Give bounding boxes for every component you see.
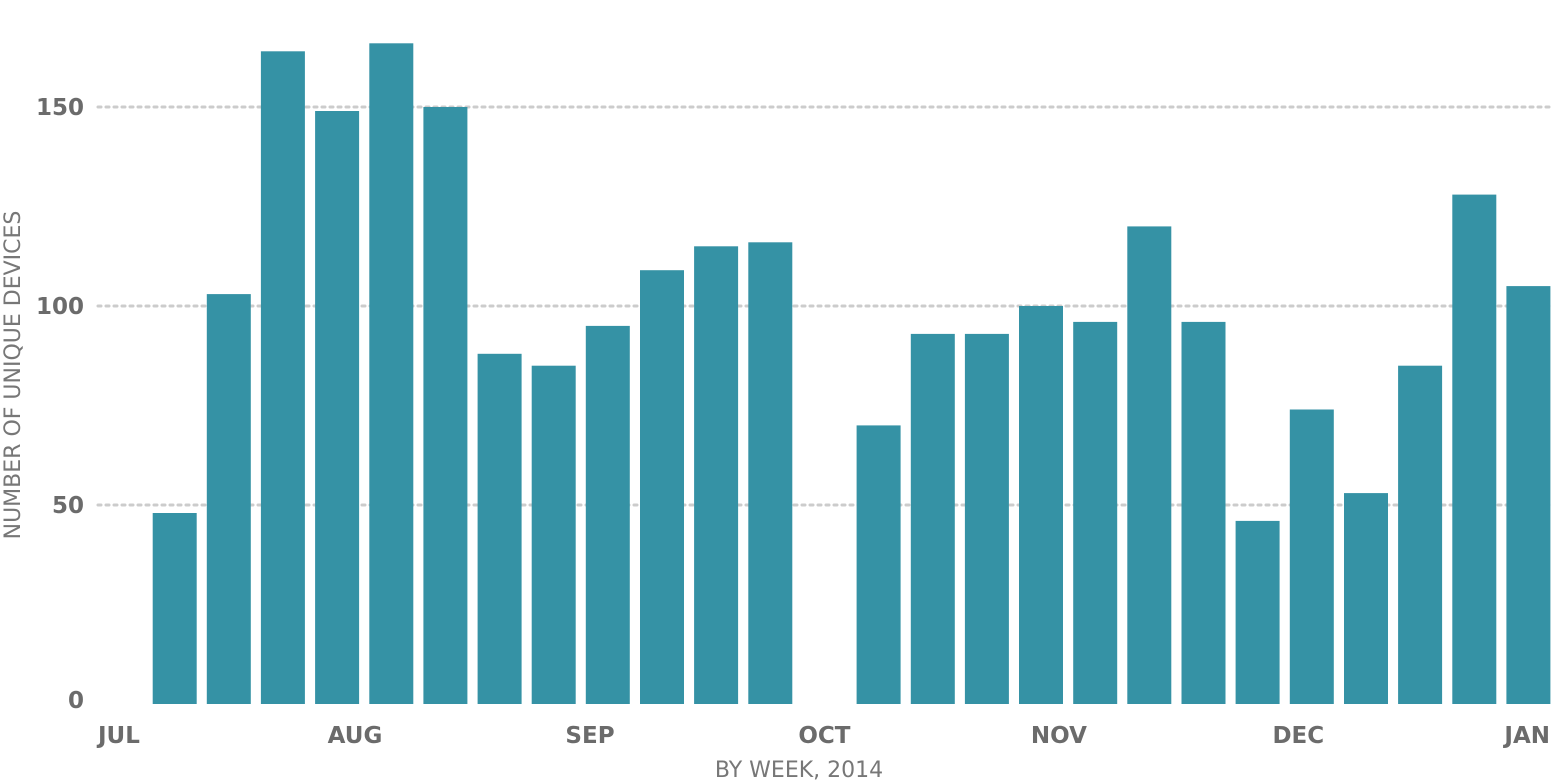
bar (152, 513, 197, 704)
x-tick-label: JUL (96, 723, 140, 749)
bar (1398, 365, 1443, 704)
y-tick-label: 150 (36, 95, 84, 121)
bar (1127, 226, 1172, 704)
bar (1019, 306, 1063, 704)
bar (206, 294, 251, 704)
bar (1506, 286, 1551, 704)
bar (1289, 409, 1334, 704)
x-axis-ticks: JUL AUG SEP OCT NOV DEC JAN (96, 723, 1550, 749)
x-tick-label: AUG (328, 723, 383, 749)
x-tick-label: SEP (565, 723, 614, 749)
y-tick-label: 100 (36, 294, 84, 320)
bar (423, 107, 468, 704)
bar (1344, 493, 1388, 704)
y-axis-label: NUMBER OF UNIQUE DEVICES (1, 211, 26, 540)
bar (260, 51, 305, 705)
bar (1235, 520, 1280, 704)
y-tick-label: 0 (68, 688, 84, 714)
bars (152, 43, 1551, 705)
x-tick-label: NOV (1031, 723, 1087, 749)
bar (477, 353, 522, 704)
bar (910, 333, 955, 704)
bar (531, 365, 576, 704)
bar (315, 111, 360, 704)
bar (369, 43, 414, 705)
x-tick-label: OCT (798, 723, 850, 749)
x-tick-label: DEC (1272, 723, 1324, 749)
bar (1452, 194, 1497, 704)
bar (640, 270, 684, 704)
bar (694, 246, 739, 705)
y-tick-label: 50 (52, 493, 84, 519)
bar (1073, 321, 1118, 704)
x-axis-label: BY WEEK, 2014 (715, 758, 883, 782)
y-axis-ticks: 0 50 100 150 (36, 95, 84, 714)
bar (748, 242, 793, 705)
bar (585, 325, 630, 704)
bar (964, 333, 1009, 704)
x-tick-label: JAN (1502, 723, 1550, 749)
bar (856, 425, 901, 704)
bar (1181, 321, 1226, 704)
